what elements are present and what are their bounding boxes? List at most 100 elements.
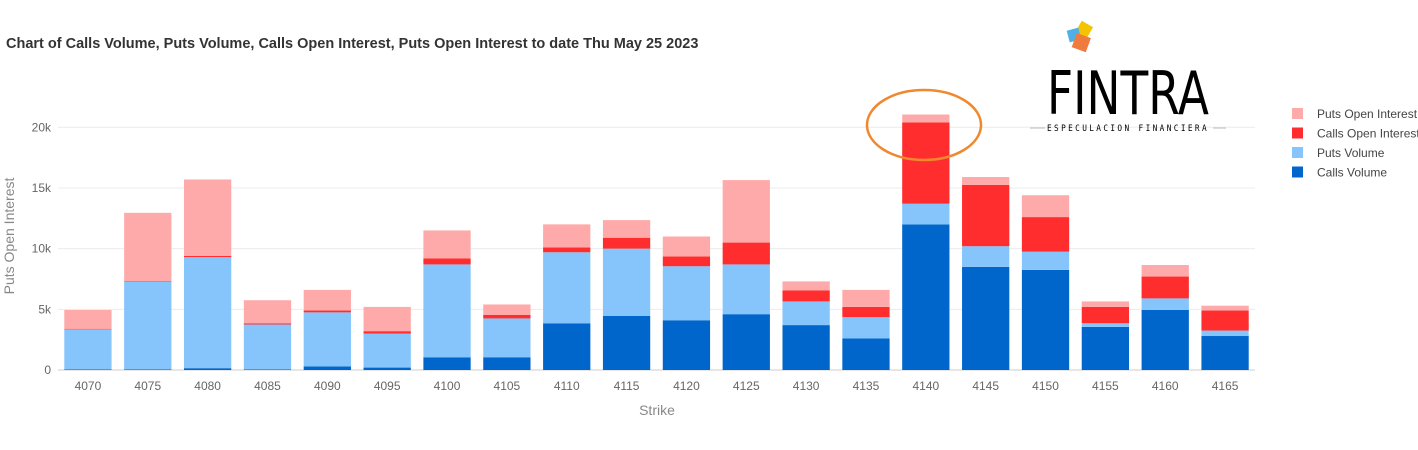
legend-swatch [1292, 147, 1303, 158]
bar-puts-volume-4165[interactable] [1201, 330, 1249, 337]
bar-puts-volume-4140[interactable] [902, 203, 950, 225]
bar-puts-open-interest-4135[interactable] [842, 289, 890, 307]
bar-calls-open-interest-4150[interactable] [1021, 217, 1070, 252]
bar-calls-volume-4100[interactable] [423, 357, 471, 370]
bar-calls-open-interest-4090[interactable] [303, 310, 351, 313]
bar-puts-volume-4110[interactable] [543, 252, 591, 324]
bar-puts-volume-4130[interactable] [782, 301, 830, 326]
x-tick-label: 4130 [793, 379, 820, 393]
bar-puts-open-interest-4160[interactable] [1141, 265, 1189, 277]
x-tick-label: 4115 [614, 379, 640, 393]
bar-puts-volume-4100[interactable] [423, 264, 471, 358]
bar-puts-open-interest-4150[interactable] [1021, 195, 1070, 218]
bar-puts-open-interest-4155[interactable] [1081, 301, 1130, 307]
x-tick-label: 4105 [494, 379, 521, 393]
bar-puts-open-interest-4130[interactable] [782, 281, 830, 291]
bar-puts-volume-4125[interactable] [722, 264, 770, 315]
bar-puts-volume-4105[interactable] [483, 318, 531, 358]
bar-calls-open-interest-4160[interactable] [1141, 276, 1189, 299]
bar-puts-volume-4150[interactable] [1021, 251, 1070, 270]
x-tick-label: 4100 [434, 379, 461, 393]
legend-item-puts-volume[interactable]: Puts Volume [1317, 146, 1385, 160]
bar-puts-open-interest-4110[interactable] [543, 224, 591, 248]
bar-calls-open-interest-4110[interactable] [543, 247, 591, 253]
bar-calls-volume-4155[interactable] [1081, 326, 1130, 370]
bar-puts-volume-4115[interactable] [602, 248, 651, 316]
bar-calls-volume-4165[interactable] [1201, 336, 1249, 370]
bar-puts-open-interest-4080[interactable] [183, 179, 232, 256]
bar-calls-open-interest-4130[interactable] [782, 290, 830, 302]
bar-puts-open-interest-4075[interactable] [124, 212, 172, 281]
bar-calls-open-interest-4070[interactable] [64, 328, 112, 330]
bar-puts-volume-4085[interactable] [243, 324, 292, 370]
bar-puts-open-interest-4070[interactable] [64, 309, 112, 329]
bar-puts-open-interest-4085[interactable] [243, 300, 292, 324]
bars[interactable] [64, 114, 1249, 370]
bar-calls-open-interest-4145[interactable] [962, 184, 1010, 247]
bar-calls-volume-4140[interactable] [902, 224, 950, 370]
x-tick-label: 4090 [314, 379, 341, 393]
bar-puts-volume-4160[interactable] [1141, 298, 1189, 310]
bar-calls-open-interest-4100[interactable] [423, 258, 471, 265]
bar-calls-open-interest-4135[interactable] [842, 306, 890, 318]
bar-calls-volume-4120[interactable] [662, 320, 711, 370]
bar-puts-open-interest-4145[interactable] [962, 177, 1010, 185]
bar-puts-volume-4120[interactable] [662, 266, 711, 321]
bar-puts-open-interest-4115[interactable] [602, 220, 651, 238]
bar-calls-volume-4085[interactable] [243, 369, 292, 370]
bar-calls-open-interest-4075[interactable] [124, 280, 172, 282]
logo-wordmark: FINTRA [1047, 59, 1209, 129]
bar-calls-volume-4145[interactable] [962, 266, 1010, 370]
bar-calls-open-interest-4125[interactable] [722, 242, 770, 265]
legend-item-calls-volume[interactable]: Calls Volume [1317, 166, 1387, 180]
bar-puts-volume-4070[interactable] [64, 329, 112, 370]
bar-puts-volume-4135[interactable] [842, 317, 890, 339]
bar-calls-open-interest-4080[interactable] [183, 255, 232, 258]
bar-puts-open-interest-4125[interactable] [722, 180, 770, 243]
bar-puts-open-interest-4100[interactable] [423, 230, 471, 259]
legend-item-calls-open-interest[interactable]: Calls Open Interest [1317, 127, 1418, 141]
bar-calls-volume-4075[interactable] [124, 369, 172, 370]
bar-puts-open-interest-4090[interactable] [303, 289, 351, 311]
bar-puts-volume-4090[interactable] [303, 312, 351, 367]
fintra-logo: FINTRA ESPECULACION FINANCIERA [1030, 20, 1226, 134]
legend-item-puts-open-interest[interactable]: Puts Open Interest [1317, 107, 1418, 121]
bar-calls-open-interest-4115[interactable] [602, 237, 651, 249]
bar-puts-open-interest-4120[interactable] [662, 236, 711, 257]
x-tick-label: 4160 [1152, 379, 1179, 393]
bar-calls-open-interest-4155[interactable] [1081, 306, 1130, 324]
bar-puts-open-interest-4095[interactable] [363, 306, 411, 332]
bar-calls-open-interest-4095[interactable] [363, 331, 411, 334]
bar-calls-volume-4135[interactable] [842, 338, 890, 370]
legend[interactable]: Puts Open Interest Calls Open Interest Put… [1292, 107, 1418, 180]
bar-calls-open-interest-4120[interactable] [662, 256, 711, 267]
bar-calls-volume-4105[interactable] [483, 357, 531, 370]
bar-puts-volume-4155[interactable] [1081, 323, 1130, 327]
x-tick-label: 4110 [554, 379, 580, 393]
bar-calls-volume-4115[interactable] [602, 315, 651, 370]
bar-calls-open-interest-4085[interactable] [243, 323, 292, 325]
bar-calls-volume-4080[interactable] [183, 368, 232, 370]
bar-calls-open-interest-4165[interactable] [1201, 310, 1249, 331]
bar-puts-open-interest-4105[interactable] [483, 304, 531, 315]
bar-calls-volume-4070[interactable] [64, 369, 112, 370]
bar-calls-volume-4090[interactable] [303, 366, 351, 370]
bar-calls-volume-4110[interactable] [543, 323, 591, 370]
bar-calls-volume-4160[interactable] [1141, 309, 1189, 370]
bar-calls-volume-4130[interactable] [782, 325, 830, 370]
bar-puts-open-interest-4165[interactable] [1201, 305, 1249, 311]
bar-puts-volume-4080[interactable] [183, 257, 232, 369]
bar-calls-volume-4095[interactable] [363, 367, 411, 370]
bar-puts-open-interest-4140[interactable] [902, 114, 950, 123]
bar-calls-volume-4125[interactable] [722, 314, 770, 370]
bar-puts-volume-4145[interactable] [962, 246, 1010, 267]
y-tick-label: 15k [32, 181, 52, 195]
bar-calls-open-interest-4105[interactable] [483, 314, 531, 319]
bar-calls-volume-4150[interactable] [1021, 269, 1070, 370]
bar-calls-open-interest-4140[interactable] [902, 122, 950, 204]
x-tick-label: 4165 [1212, 379, 1239, 393]
x-tick-label: 4080 [194, 379, 221, 393]
bar-puts-volume-4075[interactable] [124, 281, 172, 370]
bar-puts-volume-4095[interactable] [363, 333, 411, 368]
